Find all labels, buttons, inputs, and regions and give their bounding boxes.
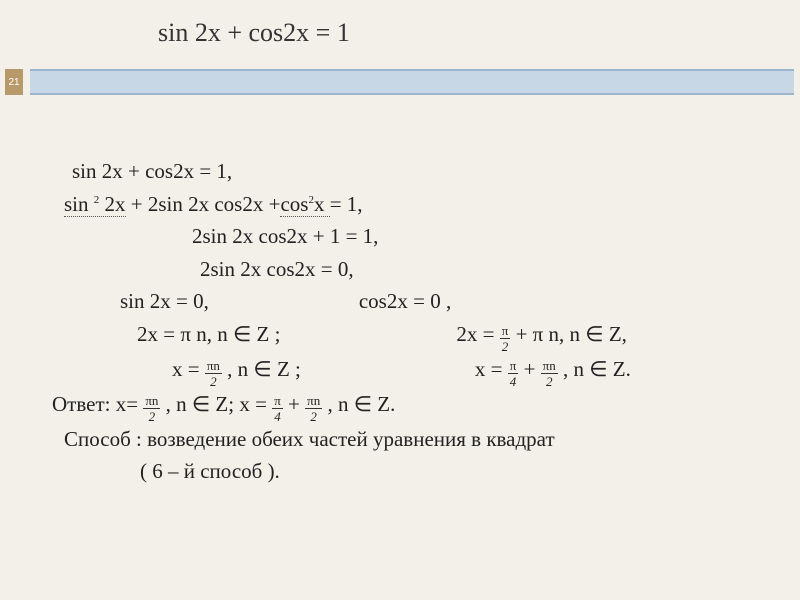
line-3: 2sin 2x cos2x + 1 = 1, [42, 220, 780, 253]
page-number-badge: 21 [5, 69, 23, 95]
line-7: x = πn2 , n ∈ Z ;x = π4 + πn2 , n ∈ Z. [42, 353, 780, 388]
t: cos [280, 192, 308, 216]
t: , n ∈ Z ; [227, 357, 301, 381]
num: π [272, 394, 283, 409]
frac-pi-4-a: π4 [508, 359, 519, 388]
line-6: 2x = π n, n ∈ Z ; 2x = π2 + π n, n ∈ Z, [42, 318, 780, 353]
t: cos2x = 0 , [359, 289, 451, 313]
num: πn [305, 394, 322, 409]
t: 2x = [456, 322, 499, 346]
frac-pin-2-c: πn2 [143, 394, 160, 423]
line-method-num: ( 6 – й способ ). [42, 455, 780, 488]
t: + π n, n ∈ Z, [510, 322, 627, 346]
den: 2 [500, 339, 511, 353]
den: 2 [305, 409, 322, 423]
frac-pi-2: π2 [500, 324, 511, 353]
line-method: Способ : возведение обеих частей уравнен… [42, 423, 780, 456]
line-1: sin 2x + cos2x = 1, [42, 155, 780, 188]
den: 2 [143, 409, 160, 423]
num: π [500, 324, 511, 339]
t: , n ∈ Z. [563, 357, 631, 381]
num: πn [541, 359, 558, 374]
frac-pin-2-b: πn2 [541, 359, 558, 388]
t: , n ∈ Z. [327, 392, 395, 416]
header-ribbon [30, 69, 794, 95]
t: 2x = π n, n ∈ Z ; [137, 322, 280, 346]
t: sin 2x = 0, [120, 289, 209, 313]
den: 2 [541, 374, 558, 388]
line-2: sin 2 2х + 2sin 2x cos2x +cos2x = 1, [42, 188, 780, 221]
t: 2х [99, 192, 125, 216]
frac-pin-2-a: πn2 [205, 359, 222, 388]
line-answer: Ответ: x= πn2 , n ∈ Z; x = π4 + πn2 , n … [42, 388, 780, 423]
t: , n ∈ Z; x = [166, 392, 273, 416]
slide-title: sin 2x + cos2x = 1 [158, 18, 350, 48]
line-4: 2sin 2x cos2x = 0, [42, 253, 780, 286]
num: π [508, 359, 519, 374]
t: x = [475, 357, 503, 381]
math-content: sin 2x + cos2x = 1, sin 2 2х + 2sin 2x c… [42, 155, 780, 488]
l2-sin: sin 2 2х [64, 192, 126, 217]
t: + [288, 392, 305, 416]
t: + [524, 357, 536, 381]
line-5: sin 2x = 0, cos2x = 0 , [42, 285, 780, 318]
t: x [314, 192, 330, 216]
den: 4 [508, 374, 519, 388]
num: πn [205, 359, 222, 374]
l2-cos: cos2x [280, 192, 329, 217]
t: Ответ: x= [52, 392, 138, 416]
frac-pi-4-b: π4 [272, 394, 283, 423]
t: = 1, [330, 192, 363, 216]
den: 4 [272, 409, 283, 423]
t: x = [172, 357, 200, 381]
den: 2 [205, 374, 222, 388]
frac-pin-2-d: πn2 [305, 394, 322, 423]
t: sin [64, 192, 94, 216]
num: πn [143, 394, 160, 409]
t: + 2sin 2x cos2x + [126, 192, 281, 216]
